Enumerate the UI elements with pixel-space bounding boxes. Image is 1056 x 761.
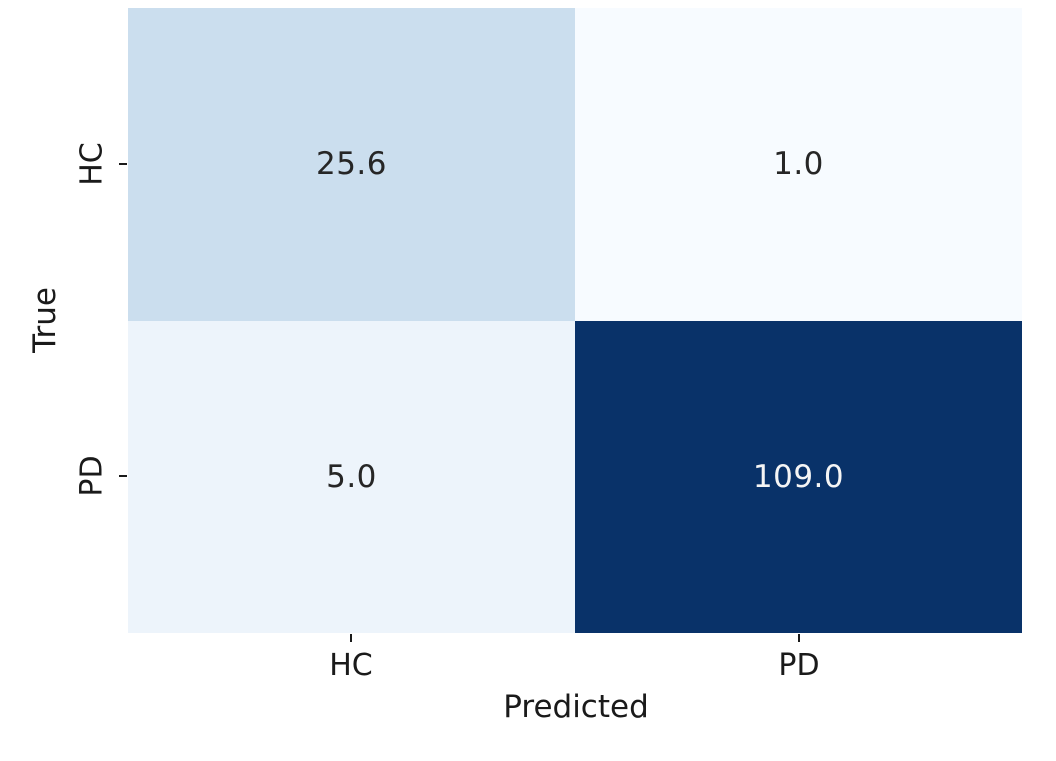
heatmap-cell-true-pd-pred-hc: 5.0 [128, 320, 575, 633]
heatmap-cell-true-pd-pred-pd: 109.0 [575, 320, 1022, 633]
cell-annotation: 1.0 [773, 146, 824, 183]
x-tick-mark-pd [798, 634, 800, 642]
heatmap-cell-true-hc-pred-hc: 25.6 [128, 8, 575, 321]
y-axis-label: True [27, 287, 63, 353]
y-tick-label-hc: HC [74, 142, 110, 186]
heatmap-cell-true-hc-pred-pd: 1.0 [575, 8, 1022, 321]
heatmap-grid: 25.6 1.0 5.0 109.0 [128, 8, 1022, 633]
cell-annotation: 25.6 [315, 146, 388, 183]
x-tick-mark-hc [350, 634, 352, 642]
y-tick-label-pd: PD [74, 455, 110, 497]
x-tick-label-hc: HC [329, 648, 373, 683]
x-tick-label-pd: PD [778, 648, 820, 683]
x-axis-label: Predicted [503, 689, 649, 725]
cell-annotation: 109.0 [752, 458, 845, 495]
y-tick-mark-hc [119, 163, 127, 165]
y-tick-mark-pd [119, 475, 127, 477]
cell-annotation: 5.0 [326, 458, 377, 495]
